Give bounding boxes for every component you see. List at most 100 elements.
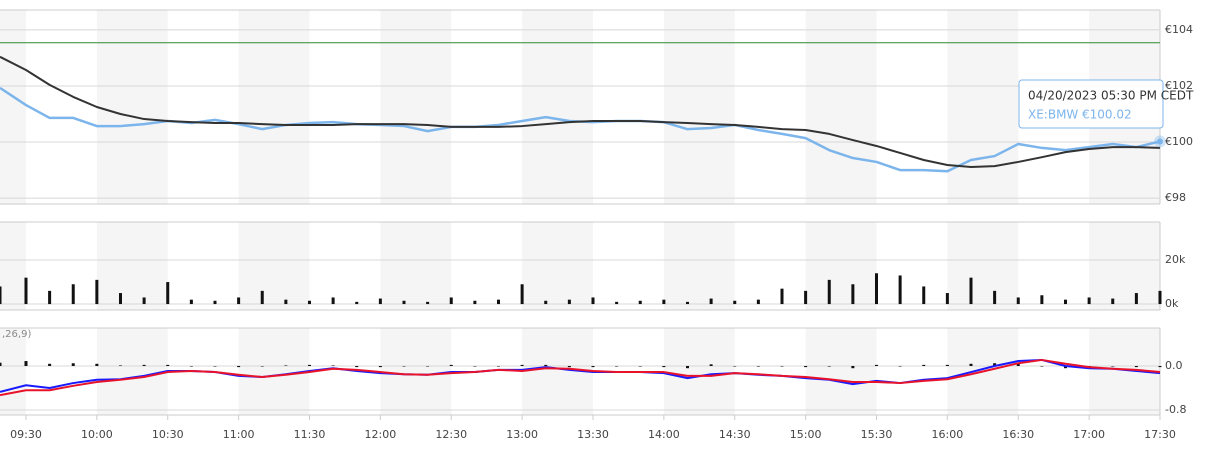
bar bbox=[402, 300, 406, 305]
bar bbox=[426, 301, 430, 305]
bar bbox=[969, 277, 973, 305]
bar bbox=[1111, 365, 1115, 367]
y-tick-label: €102 bbox=[1165, 79, 1193, 92]
stripe bbox=[663, 10, 735, 204]
y-tick-label: -0.8 bbox=[1165, 403, 1186, 416]
x-tick-label: 11:30 bbox=[294, 428, 326, 441]
y-tick-label: 0k bbox=[1165, 297, 1179, 310]
x-tick-label: 16:30 bbox=[1002, 428, 1034, 441]
x-tick-label: 17:30 bbox=[1144, 428, 1176, 441]
bar bbox=[851, 365, 855, 369]
bar bbox=[71, 284, 75, 305]
bar bbox=[1111, 298, 1115, 305]
x-tick-label: 11:00 bbox=[223, 428, 255, 441]
bar bbox=[1158, 290, 1162, 305]
x-tick-label: 15:30 bbox=[861, 428, 893, 441]
y-tick-label: €104 bbox=[1165, 23, 1193, 36]
bar bbox=[1134, 293, 1138, 305]
line bbox=[0, 358, 1161, 397]
bar bbox=[307, 364, 311, 366]
bar bbox=[662, 299, 666, 305]
bar bbox=[898, 365, 902, 367]
bar bbox=[142, 364, 146, 366]
bar bbox=[709, 364, 713, 366]
stripe bbox=[805, 222, 877, 310]
tooltip-symbol: XE:BMW bbox=[1028, 108, 1078, 122]
tooltip bbox=[1018, 79, 1164, 129]
bar bbox=[544, 364, 548, 366]
bar bbox=[95, 279, 99, 305]
bar bbox=[331, 297, 335, 305]
bar bbox=[378, 298, 382, 305]
y-tick-label: 20k bbox=[1165, 253, 1186, 266]
bar bbox=[355, 365, 359, 368]
bar bbox=[638, 365, 642, 367]
stripe bbox=[805, 328, 877, 415]
bar bbox=[945, 293, 949, 305]
stripe bbox=[0, 10, 26, 204]
bar bbox=[496, 365, 500, 367]
bar bbox=[544, 300, 548, 305]
bar bbox=[709, 298, 713, 305]
bar bbox=[780, 288, 784, 305]
bar bbox=[166, 364, 170, 366]
bar bbox=[591, 297, 595, 305]
stripe bbox=[1089, 222, 1160, 310]
stripe bbox=[96, 328, 168, 415]
bar bbox=[307, 300, 311, 305]
stripe bbox=[947, 222, 1019, 310]
stripe bbox=[238, 10, 310, 204]
bar bbox=[378, 365, 382, 368]
bar bbox=[118, 293, 122, 305]
bar bbox=[993, 290, 997, 305]
stripe bbox=[805, 10, 877, 204]
bar bbox=[213, 300, 217, 305]
bar bbox=[449, 297, 453, 305]
bar bbox=[874, 273, 878, 305]
stripe bbox=[663, 328, 735, 415]
bar bbox=[567, 299, 571, 305]
bar bbox=[827, 279, 831, 305]
bar bbox=[1087, 297, 1091, 305]
bar bbox=[402, 365, 406, 367]
bar bbox=[473, 365, 477, 367]
x-tick-label: 10:00 bbox=[81, 428, 113, 441]
stripe bbox=[96, 222, 168, 310]
bar bbox=[1134, 365, 1138, 368]
x-tick-label: 09:30 bbox=[10, 428, 42, 441]
bar bbox=[615, 365, 619, 367]
stripe bbox=[380, 10, 452, 204]
bar bbox=[922, 286, 926, 305]
bar bbox=[260, 290, 264, 305]
x-tick-label: 12:30 bbox=[435, 428, 467, 441]
bar bbox=[874, 364, 878, 366]
bar bbox=[166, 282, 170, 305]
bar bbox=[898, 275, 902, 305]
stripe bbox=[947, 10, 1019, 204]
bar bbox=[71, 363, 75, 366]
bar bbox=[969, 363, 973, 366]
indicator-label: ,26,9) bbox=[2, 329, 31, 340]
bar bbox=[118, 365, 122, 366]
stripe bbox=[96, 10, 168, 204]
stripe bbox=[0, 222, 26, 310]
stripe bbox=[238, 222, 310, 310]
bar bbox=[284, 299, 288, 305]
bar bbox=[24, 277, 28, 305]
bar bbox=[48, 290, 52, 305]
bar bbox=[260, 365, 264, 367]
stripe bbox=[380, 328, 452, 415]
bar bbox=[142, 297, 146, 305]
bar bbox=[0, 362, 2, 366]
x-tick-label: 12:00 bbox=[365, 428, 397, 441]
bar bbox=[1040, 295, 1044, 305]
stripe bbox=[522, 10, 593, 204]
tooltip-date: 04/20/2023 05:30 PM CEDT bbox=[1028, 89, 1194, 103]
bar bbox=[567, 365, 571, 368]
bar bbox=[804, 365, 808, 368]
bar bbox=[473, 300, 477, 305]
y-tick-label: €98 bbox=[1165, 191, 1186, 204]
stripe bbox=[522, 222, 593, 310]
bar bbox=[496, 299, 500, 305]
